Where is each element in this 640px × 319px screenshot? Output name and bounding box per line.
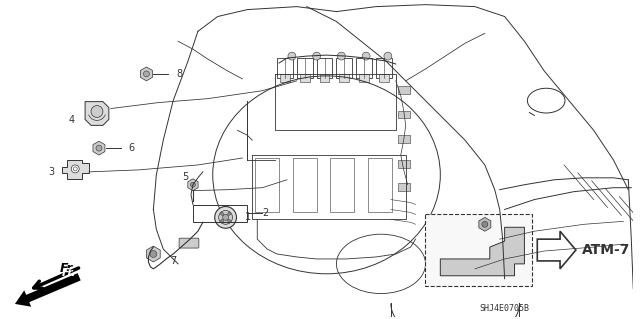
Polygon shape: [62, 160, 89, 179]
Bar: [255, 158, 279, 212]
Polygon shape: [440, 227, 524, 276]
Circle shape: [219, 211, 232, 224]
Circle shape: [228, 219, 230, 222]
Bar: [339, 74, 349, 82]
Bar: [319, 74, 330, 82]
Text: 1: 1: [245, 212, 252, 222]
Circle shape: [96, 145, 102, 151]
Text: 5: 5: [182, 172, 188, 182]
Text: Fr.: Fr.: [61, 268, 76, 278]
Circle shape: [143, 71, 149, 77]
Text: Fr.: Fr.: [60, 262, 76, 275]
Bar: [398, 135, 410, 143]
Text: SHJ4E0705B: SHJ4E0705B: [479, 304, 530, 313]
Bar: [293, 158, 317, 212]
Text: 6: 6: [129, 143, 135, 153]
Bar: [280, 74, 290, 82]
Circle shape: [223, 214, 228, 220]
Circle shape: [313, 52, 321, 60]
Bar: [426, 214, 532, 286]
Polygon shape: [147, 246, 160, 262]
Circle shape: [384, 52, 392, 60]
Polygon shape: [188, 179, 198, 191]
Circle shape: [150, 250, 157, 257]
Bar: [300, 74, 310, 82]
Bar: [398, 86, 410, 94]
Text: 8: 8: [176, 69, 182, 79]
Circle shape: [221, 219, 223, 222]
Circle shape: [91, 106, 103, 117]
Bar: [193, 204, 248, 222]
Text: 7: 7: [170, 256, 177, 266]
Polygon shape: [93, 141, 105, 155]
Polygon shape: [85, 102, 109, 125]
Circle shape: [482, 221, 488, 227]
Circle shape: [71, 165, 79, 173]
Circle shape: [228, 212, 230, 215]
FancyBboxPatch shape: [179, 238, 199, 248]
Bar: [297, 58, 313, 78]
Text: ATM-7: ATM-7: [582, 243, 630, 257]
Bar: [398, 183, 410, 191]
Bar: [317, 58, 332, 78]
Bar: [277, 58, 293, 78]
Circle shape: [221, 212, 223, 215]
Bar: [398, 160, 410, 168]
Bar: [356, 58, 372, 78]
Text: 2: 2: [262, 208, 268, 219]
Circle shape: [362, 52, 370, 60]
Bar: [376, 58, 392, 78]
Circle shape: [288, 52, 296, 60]
Bar: [398, 110, 410, 118]
Bar: [330, 158, 354, 212]
Bar: [368, 158, 392, 212]
Polygon shape: [479, 217, 491, 231]
Circle shape: [337, 52, 346, 60]
Bar: [379, 74, 389, 82]
Circle shape: [191, 182, 195, 187]
Text: 4: 4: [68, 115, 74, 125]
Text: 3: 3: [48, 167, 54, 177]
FancyArrow shape: [15, 273, 81, 307]
Polygon shape: [538, 231, 576, 269]
Bar: [359, 74, 369, 82]
Polygon shape: [140, 67, 152, 81]
Bar: [337, 58, 352, 78]
Circle shape: [214, 206, 237, 228]
